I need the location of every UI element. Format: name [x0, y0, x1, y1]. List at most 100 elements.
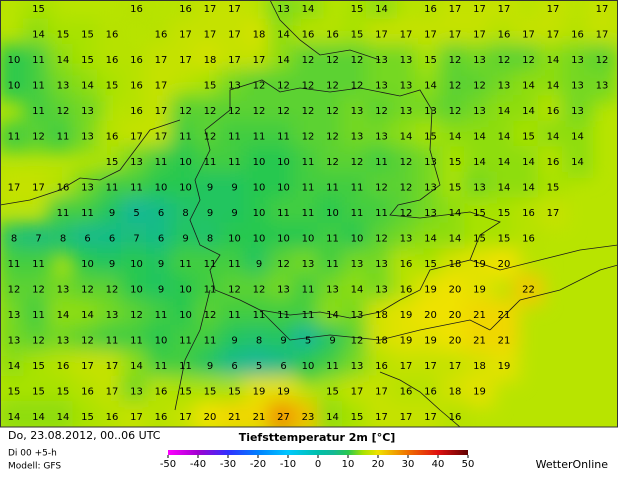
temperature-value: 17 — [8, 183, 21, 194]
temperature-value: 17 — [253, 55, 266, 66]
temperature-value: 18 — [449, 259, 462, 270]
temperature-value: 17 — [228, 4, 241, 15]
temperature-value: 11 — [8, 132, 21, 143]
temperature-value: 11 — [375, 208, 388, 219]
temperature-value: 13 — [375, 285, 388, 296]
temperature-value: 9 — [158, 285, 164, 296]
scale-tick-label: 50 — [462, 459, 475, 470]
scale-tick-label: -30 — [220, 459, 236, 470]
temperature-value: 7 — [133, 234, 139, 245]
temperature-value: 14 — [449, 208, 462, 219]
temperature-value: 17 — [596, 4, 609, 15]
temperature-value: 10 — [253, 183, 266, 194]
temperature-value: 14 — [547, 81, 560, 92]
temperature-value: 8 — [11, 234, 17, 245]
temperature-value: 15 — [424, 132, 437, 143]
temperature-value: 11 — [228, 132, 241, 143]
temperature-value: 15 — [8, 387, 21, 398]
temperature-value: 15 — [81, 412, 94, 423]
temperature-value: 17 — [375, 412, 388, 423]
temperature-value: 11 — [32, 106, 45, 117]
temperature-value: 17 — [547, 208, 560, 219]
temperature-value: 22 — [522, 285, 535, 296]
temperature-value: 12 — [57, 106, 70, 117]
temperature-value: 16 — [547, 106, 560, 117]
scale-tick-label: -10 — [280, 459, 296, 470]
temperature-value: 14 — [81, 81, 94, 92]
temperature-value: 15 — [57, 30, 70, 41]
temperature-value: 13 — [400, 55, 413, 66]
temperature-value: 10 — [81, 259, 94, 270]
temperature-value: 13 — [571, 106, 584, 117]
temperature-value: 15 — [351, 30, 364, 41]
temperature-value: 11 — [32, 259, 45, 270]
temperature-value: 16 — [375, 361, 388, 372]
temperature-value: 15 — [179, 387, 192, 398]
temperature-value: 18 — [253, 30, 266, 41]
temperature-value: 21 — [498, 310, 511, 321]
temperature-value: 12 — [326, 157, 339, 168]
temperature-value: 12 — [400, 208, 413, 219]
temperature-value: 14 — [326, 412, 339, 423]
temperature-value: 13 — [326, 285, 339, 296]
scale-tick-label: 40 — [432, 459, 445, 470]
temperature-value: 12 — [32, 132, 45, 143]
temperature-value: 13 — [8, 310, 21, 321]
temperature-value: 12 — [351, 55, 364, 66]
temperature-value: 16 — [130, 4, 143, 15]
brand-label: WetterOnline — [536, 458, 609, 471]
temperature-value: 15 — [204, 81, 217, 92]
temperature-value: 16 — [106, 132, 119, 143]
temperature-value: 12 — [32, 285, 45, 296]
temperature-value: 14 — [81, 310, 94, 321]
temperature-value: 16 — [400, 259, 413, 270]
temperature-value: 11 — [57, 132, 70, 143]
temperature-value: 16 — [326, 30, 339, 41]
temperature-value: 16 — [424, 387, 437, 398]
temperature-value: 12 — [400, 183, 413, 194]
borders — [0, 0, 618, 427]
temperature-value: 15 — [228, 387, 241, 398]
temperature-value: 13 — [596, 81, 609, 92]
temperature-value: 17 — [547, 4, 560, 15]
temperature-value: 9 — [109, 259, 115, 270]
temperature-value: 15 — [81, 55, 94, 66]
temperature-value: 14 — [522, 81, 535, 92]
temperature-value: 14 — [547, 55, 560, 66]
temperature-value: 17 — [473, 4, 486, 15]
temperature-value: 19 — [424, 285, 437, 296]
temperature-value: 17 — [400, 361, 413, 372]
temperature-value: 20 — [449, 310, 462, 321]
temperature-value: 14 — [424, 81, 437, 92]
temperature-value: 16 — [522, 208, 535, 219]
temperature-value: 12 — [81, 285, 94, 296]
temperature-value: 17 — [81, 361, 94, 372]
temperature-value: 15 — [57, 387, 70, 398]
temperature-value: 16 — [547, 157, 560, 168]
temperature-value: 14 — [449, 132, 462, 143]
temperature-value: 11 — [277, 132, 290, 143]
scale-tick-label: -50 — [160, 459, 176, 470]
temperature-value: 16 — [400, 285, 413, 296]
temperature-value: 8 — [207, 234, 213, 245]
temperature-value: 11 — [204, 336, 217, 347]
temperature-value: 17 — [375, 30, 388, 41]
temperature-value: 11 — [204, 259, 217, 270]
temperature-value: 13 — [571, 81, 584, 92]
temperature-value: 12 — [326, 81, 339, 92]
temperature-value: 13 — [57, 336, 70, 347]
temperature-value: 11 — [130, 336, 143, 347]
temperature-value: 13 — [351, 106, 364, 117]
temperature-value: 10 — [155, 183, 168, 194]
temperature-value: 6 — [84, 234, 90, 245]
temperature-value: 17 — [130, 132, 143, 143]
temperature-value: 20 — [424, 310, 437, 321]
temperature-value: 12 — [326, 132, 339, 143]
temperature-value: 17 — [106, 361, 119, 372]
scale-tick-label: -40 — [190, 459, 206, 470]
temperature-value: 11 — [277, 208, 290, 219]
temperature-value: 11 — [302, 285, 315, 296]
temperature-value: 13 — [302, 259, 315, 270]
temperature-value: 13 — [130, 387, 143, 398]
temperature-value: 10 — [351, 234, 364, 245]
